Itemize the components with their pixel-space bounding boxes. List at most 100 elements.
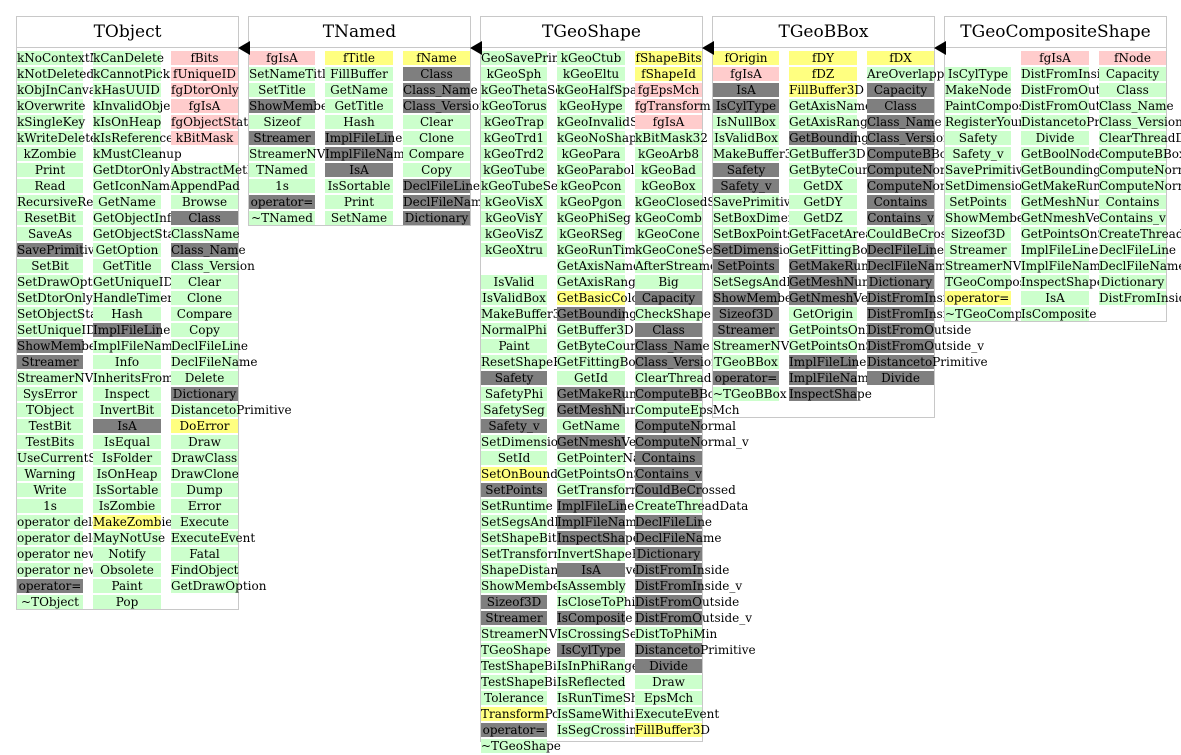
member-cell[interactable]: Class_Version <box>171 259 255 273</box>
member-cell[interactable]: StreamerNVirtual <box>713 339 823 353</box>
member-cell[interactable]: Paint <box>481 339 547 353</box>
member-cell[interactable]: ~TNamed <box>249 211 315 225</box>
member-cell[interactable]: Write <box>17 483 83 497</box>
member-cell[interactable]: ImplFileLine <box>789 355 867 369</box>
member-cell[interactable]: EpsMch <box>635 691 702 705</box>
member-cell[interactable]: kGeoVisY <box>481 211 547 225</box>
member-cell[interactable]: IsCylType <box>713 99 779 113</box>
member-cell[interactable]: GetBoolNode <box>1021 147 1103 161</box>
member-cell[interactable]: Contains <box>635 451 702 465</box>
member-cell[interactable]: SetDimensions <box>481 435 572 449</box>
member-cell[interactable]: TransformPoints <box>481 707 582 721</box>
member-cell[interactable]: fgIsA <box>171 99 238 113</box>
member-cell[interactable]: DistancetoPrimitive <box>635 643 756 657</box>
member-cell[interactable]: Streamer <box>945 243 1011 257</box>
member-cell[interactable]: GetPointsOnFacet <box>789 323 899 337</box>
member-cell[interactable]: fgEpsMch <box>635 83 702 97</box>
member-cell[interactable]: GetFittingBox <box>789 243 875 257</box>
member-cell[interactable]: Safety_v <box>945 147 1011 161</box>
member-cell[interactable]: GetPointsOnSegments <box>789 339 926 353</box>
member-cell[interactable]: DistFromOutside <box>867 323 972 337</box>
member-cell[interactable]: Execute <box>171 515 238 529</box>
member-cell[interactable]: DeclFileLine <box>171 339 249 353</box>
member-cell[interactable]: 1s <box>249 179 315 193</box>
member-cell[interactable]: Browse <box>171 195 238 209</box>
member-cell[interactable]: ComputeNormal_v <box>867 179 981 193</box>
member-cell[interactable]: SetSegsAndPols <box>713 275 812 289</box>
member-cell[interactable]: Class <box>867 99 934 113</box>
member-cell[interactable]: MayNotUse <box>93 531 166 545</box>
member-cell[interactable]: GetUniqueID <box>93 275 174 289</box>
member-cell[interactable]: GetAxisName <box>789 99 873 113</box>
member-cell[interactable]: Fatal <box>171 547 238 561</box>
member-cell[interactable]: ComputeNormal <box>867 163 968 177</box>
member-cell[interactable]: kGeoVisX <box>481 195 547 209</box>
member-cell[interactable]: MakeZombie <box>93 515 173 529</box>
member-cell[interactable]: ComputeBBox <box>867 147 954 161</box>
member-cell[interactable]: ShowMembers <box>249 99 340 113</box>
member-cell[interactable]: ComputeNormal <box>635 419 736 433</box>
member-cell[interactable]: DistFromInside <box>867 291 962 305</box>
member-cell[interactable]: ~TGeoBBox <box>713 387 787 401</box>
member-cell[interactable]: Contains_v <box>1099 211 1166 225</box>
member-cell[interactable]: operator delete[] <box>17 531 121 545</box>
member-cell[interactable]: kGeoPcon <box>557 179 625 193</box>
member-cell[interactable]: ImplFileName <box>1021 259 1108 273</box>
member-cell[interactable]: DrawClone <box>171 467 239 481</box>
member-cell[interactable]: 1s <box>17 499 83 513</box>
member-cell[interactable]: GetPointerName <box>557 451 659 465</box>
member-cell[interactable]: kGeoHype <box>557 99 625 113</box>
member-cell[interactable]: GeoSavePrimitive <box>481 51 590 65</box>
member-cell[interactable]: DeclFileLine <box>867 243 945 257</box>
member-cell[interactable]: kGeoTube <box>481 163 547 177</box>
member-cell[interactable]: Print <box>325 195 393 209</box>
member-cell[interactable]: ShowMembers <box>17 339 108 353</box>
member-cell[interactable]: Class <box>635 323 702 337</box>
member-cell[interactable]: IsComposite <box>557 611 633 625</box>
member-cell[interactable]: ComputeBBox <box>1099 147 1181 161</box>
member-cell[interactable]: kGeoTrap <box>481 115 547 129</box>
member-cell[interactable]: Print <box>17 163 83 177</box>
member-cell[interactable]: DeclFileLine <box>1099 243 1177 257</box>
member-cell[interactable]: ComputeNormal_v <box>635 435 749 449</box>
member-cell[interactable]: GetName <box>325 83 393 97</box>
member-cell[interactable]: kGeoNoShape <box>557 131 644 145</box>
member-cell[interactable]: IsCrossingSemiplane <box>557 627 686 641</box>
member-cell[interactable]: Pop <box>93 595 161 609</box>
member-cell[interactable]: Class <box>1099 83 1166 97</box>
member-cell[interactable]: HandleTimer <box>93 291 174 305</box>
member-cell[interactable]: DeclFileName <box>171 355 258 369</box>
member-cell[interactable]: FillBuffer <box>325 67 393 81</box>
member-cell[interactable]: ImplFileName <box>789 371 876 385</box>
member-cell[interactable]: GetTitle <box>93 259 161 273</box>
member-cell[interactable]: StreamerNVirtual <box>945 259 1055 273</box>
member-cell[interactable]: operator= <box>249 195 315 209</box>
member-cell[interactable]: CheckShape <box>635 307 711 321</box>
member-cell[interactable]: ClearThreadData <box>1099 131 1181 145</box>
member-cell[interactable]: ComputeEpsMch <box>635 403 740 417</box>
member-cell[interactable]: SafetyPhi <box>481 387 547 401</box>
member-cell[interactable]: IsCylType <box>945 67 1011 81</box>
member-cell[interactable]: GetIconName <box>93 179 178 193</box>
member-cell[interactable]: Safety <box>713 163 779 177</box>
member-cell[interactable]: GetBuffer3D <box>789 147 866 161</box>
member-cell[interactable]: Contains <box>1099 195 1166 209</box>
member-cell[interactable]: InvertBit <box>93 403 161 417</box>
member-cell[interactable]: GetBoundingCylinder <box>789 131 921 145</box>
member-cell[interactable]: IsSameWithinTolerance <box>557 707 702 721</box>
member-cell[interactable]: kGeoRSeg <box>557 227 625 241</box>
member-cell[interactable]: AfterStreamer <box>635 259 723 273</box>
member-cell[interactable]: GetAxisName <box>557 259 641 273</box>
member-cell[interactable]: SetDtorOnly <box>17 291 93 305</box>
member-cell[interactable]: IsA <box>557 563 625 577</box>
member-cell[interactable]: ImplFileName <box>93 339 180 353</box>
member-cell[interactable]: GetObjectInfo <box>93 211 179 225</box>
member-cell[interactable]: IsA <box>1021 291 1089 305</box>
member-cell[interactable]: kGeoRunTimeShape <box>557 243 681 257</box>
member-cell[interactable]: GetBoundingCylinder <box>557 307 689 321</box>
member-cell[interactable]: SavePrimitive <box>17 243 102 257</box>
member-cell[interactable]: Obsolete <box>93 563 161 577</box>
member-cell[interactable]: kGeoArb8 <box>635 147 702 161</box>
member-cell[interactable]: Capacity <box>1099 67 1166 81</box>
member-cell[interactable]: GetOrigin <box>789 307 857 321</box>
